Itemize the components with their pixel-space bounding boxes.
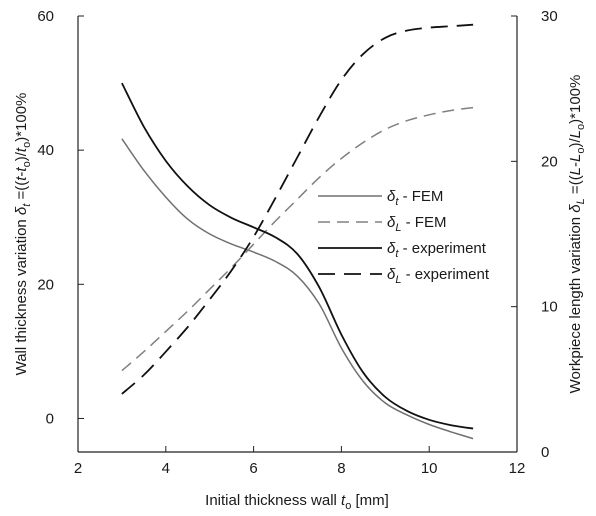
y-right-axis-label: Workpiece length variation δL =((L-Lo)/L…	[567, 75, 587, 394]
y-right-tick-label: 0	[541, 444, 549, 461]
x-tick-label: 4	[162, 460, 170, 477]
axes: 2 4 6 8 10 12 0 20 40 60 0 10 20 30	[37, 8, 557, 477]
legend: δt - FEM δL - FEM δt - experiment δL - expe…	[318, 188, 490, 286]
y-left-tick-label: 20	[37, 276, 54, 293]
series-layer	[121, 23, 474, 440]
legend-label-delta-l-fem: δL - FEM	[387, 214, 446, 234]
series-line-delta-t-fem	[121, 138, 474, 440]
series-line-delta-l-fem	[121, 106, 474, 372]
legend-label-delta-l-experiment: δL - experiment	[387, 266, 490, 286]
y-right-tick-label: 10	[541, 299, 558, 316]
y-left-tick-label: 40	[37, 142, 54, 159]
series-line-delta-l-experiment	[121, 23, 474, 395]
x-tick-label: 10	[421, 460, 438, 477]
x-tick-label: 2	[74, 460, 82, 477]
legend-label-delta-t-experiment: δt - experiment	[387, 240, 487, 260]
legend-label-delta-t-fem: δt - FEM	[387, 188, 443, 208]
x-tick-label: 12	[509, 460, 526, 477]
y-right-tick-label: 20	[541, 153, 558, 170]
x-tick-label: 8	[337, 460, 345, 477]
y-right-tick-label: 30	[541, 8, 558, 25]
x-tick-label: 6	[249, 460, 257, 477]
y-left-axis-label: Wall thickness variation δt =((t-to)/to)…	[13, 93, 33, 376]
series-line-delta-t-experiment	[121, 82, 474, 430]
y-left-tick-label: 60	[37, 8, 54, 25]
y-left-tick-label: 0	[46, 410, 54, 427]
x-axis-label: Initial thickness wall to [mm]	[205, 492, 389, 512]
